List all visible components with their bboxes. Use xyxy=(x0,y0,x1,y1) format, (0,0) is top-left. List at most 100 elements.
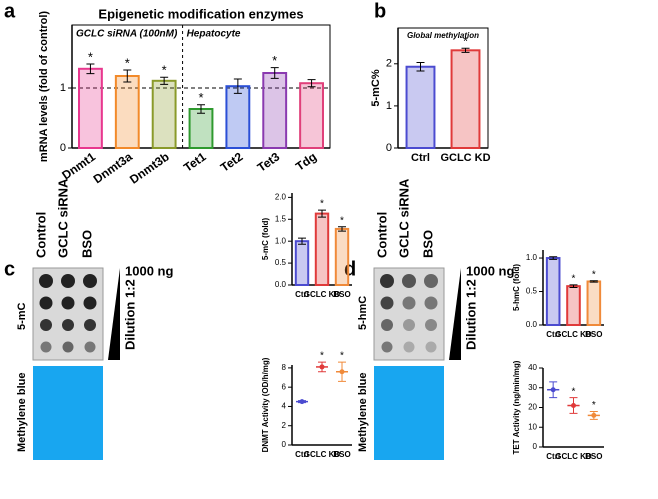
bar xyxy=(299,82,324,149)
x-tick-label: Dnmt3a xyxy=(91,149,135,186)
lane-label: BSO xyxy=(420,230,435,258)
dilution-wedge xyxy=(449,268,461,360)
annotation: Global methylation xyxy=(407,31,479,40)
significance: * xyxy=(198,90,203,105)
x-tick-label: Ctrl xyxy=(546,452,560,461)
lane-label: BSO xyxy=(79,230,94,258)
chart-title: Epigenetic modification enzymes xyxy=(98,6,303,21)
y-tick-label: 0.0 xyxy=(275,280,287,289)
bar xyxy=(314,212,330,286)
y-tick-label: 40 xyxy=(528,363,537,372)
x-tick-label: GCLC KD xyxy=(555,330,592,339)
y-tick-label: 1 xyxy=(386,100,392,112)
y-axis-label: DNMT Activity (OD/h/mg) xyxy=(261,357,270,452)
amount-label: 1000 ng xyxy=(125,263,173,278)
error-bar xyxy=(549,381,558,399)
loading-stain xyxy=(374,366,444,460)
significance: * xyxy=(463,34,468,49)
bar xyxy=(114,75,140,149)
bar xyxy=(151,79,177,149)
x-tick-label: Tet2 xyxy=(218,149,246,174)
x-tick-label: Tet3 xyxy=(255,149,283,174)
significance: * xyxy=(572,273,576,284)
lane-label: GCLC siRNA xyxy=(55,178,70,258)
significance: * xyxy=(125,55,130,70)
panel-letter: a xyxy=(4,0,16,22)
plot-frame xyxy=(397,27,489,149)
y-axis-label: TET Activity (ng/min/mg) xyxy=(512,360,521,454)
bar xyxy=(405,65,436,149)
y-tick-label: 4 xyxy=(282,402,287,411)
error-bar xyxy=(338,361,346,382)
y-tick-label: 6 xyxy=(282,382,287,391)
error-bar xyxy=(461,47,470,53)
dilution-wedge xyxy=(108,268,120,360)
y-tick-label: 0.0 xyxy=(526,320,538,329)
error-bar xyxy=(233,78,242,94)
error-bar xyxy=(197,104,205,114)
error-bar xyxy=(86,63,95,75)
bar xyxy=(566,285,581,326)
error-bar xyxy=(569,284,578,288)
x-tick-label: BSO xyxy=(585,330,602,339)
y-tick-label: 0.5 xyxy=(526,287,538,296)
error-bar xyxy=(160,76,169,85)
blot-panel: Control GCLC siRNA BSO 1000 ng Dilution … xyxy=(16,178,173,460)
error-bar xyxy=(298,400,306,404)
error-bar xyxy=(416,62,425,72)
x-tick-label: Ctrl xyxy=(546,330,560,339)
y-tick-label: 0 xyxy=(533,442,538,451)
panel-letter: c xyxy=(4,258,15,280)
significance: * xyxy=(592,400,596,411)
y-tick-label: 1.0 xyxy=(526,253,538,262)
stain-label: 5-hmC xyxy=(357,296,369,330)
error-bar xyxy=(338,226,346,232)
x-tick-label: Ctrl xyxy=(295,450,309,459)
lane-label: Control xyxy=(33,212,48,258)
loading-label: Methylene blue xyxy=(16,373,28,452)
dilution-label: Dilution 1:2 xyxy=(463,279,478,350)
x-tick-label: GCLC KD xyxy=(304,450,341,459)
error-bar xyxy=(589,410,598,420)
blot-dots xyxy=(380,274,438,353)
x-tick-label: BSO xyxy=(333,450,350,459)
significance: * xyxy=(162,63,167,78)
y-tick-label: 1.5 xyxy=(275,214,287,223)
y-tick-label: 2.0 xyxy=(275,192,287,201)
bar xyxy=(188,108,214,149)
significance: * xyxy=(592,269,596,280)
error-bar xyxy=(307,79,316,88)
panel-letter: b xyxy=(374,0,386,22)
loading-label: Methylene blue xyxy=(357,373,369,452)
y-tick-label: 0 xyxy=(282,440,287,449)
x-tick-label: Ctrl xyxy=(411,152,430,164)
y-tick-label: 2 xyxy=(282,421,287,430)
dilution-label: Dilution 1:2 xyxy=(122,279,137,350)
bar xyxy=(545,257,561,326)
bar xyxy=(262,72,288,149)
bar xyxy=(450,49,481,149)
y-tick-label: 2 xyxy=(386,58,392,70)
blot-dots xyxy=(39,274,97,353)
y-tick-label: 0 xyxy=(386,142,392,154)
loading-stain xyxy=(33,366,103,460)
x-tick-label: GCLC KD xyxy=(440,152,490,164)
bar xyxy=(586,280,602,326)
x-tick-label: Tdg xyxy=(293,150,319,174)
y-axis-label: 5-mC% xyxy=(370,69,382,107)
bar xyxy=(334,227,350,287)
stain-label: 5-mC xyxy=(16,302,28,330)
y-tick-label: 0 xyxy=(60,142,66,154)
y-tick-label: 0.5 xyxy=(275,258,287,267)
annotation: Hepatocyte xyxy=(187,29,241,40)
error-bar xyxy=(569,397,578,414)
x-tick-label: Dnmt3b xyxy=(127,150,172,187)
lane-label: GCLC siRNA xyxy=(396,178,411,258)
lane-label: Control xyxy=(374,212,389,258)
error-bar xyxy=(318,209,326,218)
bar xyxy=(225,85,251,149)
y-axis-label: mRNA levels (fold of control) xyxy=(38,11,50,162)
significance: * xyxy=(272,53,277,68)
y-tick-label: 30 xyxy=(528,383,537,392)
